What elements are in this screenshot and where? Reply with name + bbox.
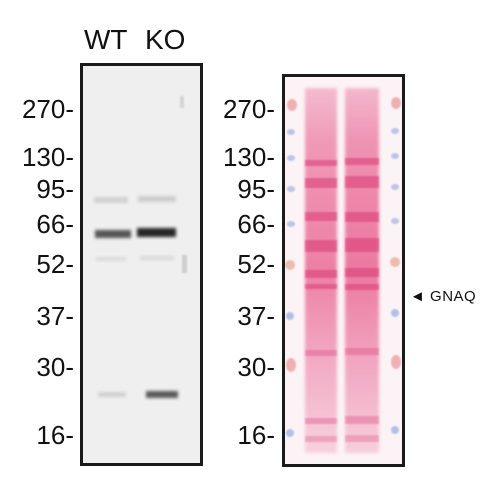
band-wt-faint-22 — [98, 392, 126, 397]
marker-right-37: 37- — [237, 301, 275, 331]
band-ko-main — [137, 228, 176, 237]
ponceau-panel-frame — [282, 74, 405, 467]
marker-right-95: 95- — [237, 174, 275, 204]
ladder-left — [285, 99, 297, 437]
marker-95: 95- — [36, 174, 74, 204]
marker-right-16: 16- — [237, 420, 275, 450]
band-ko-faint-70 — [138, 196, 176, 202]
lane-label-wt: WT — [84, 24, 128, 55]
marker-37: 37- — [36, 301, 74, 331]
marker-30: 30- — [36, 352, 74, 382]
marker-right-30: 30- — [237, 352, 275, 382]
wb-panel-frame — [80, 63, 203, 466]
ponceau-panel-background — [283, 75, 404, 466]
band-ko-faint-52 — [140, 256, 174, 260]
speck — [182, 255, 187, 273]
lane-label-ko: KO — [145, 24, 186, 55]
band-ko-low — [146, 391, 178, 398]
marker-66: 66- — [36, 209, 74, 239]
marker-right-66: 66- — [237, 209, 275, 239]
marker-right-270: 270- — [222, 94, 275, 124]
ponceau-band-texture — [305, 158, 379, 442]
marker-52: 52- — [36, 249, 74, 279]
gnaq-label: GNAQ — [430, 288, 477, 305]
gnaq-annotation: ◄ GNAQ — [410, 288, 476, 305]
arrow-left-icon: ◄ — [410, 288, 426, 305]
marker-16: 16- — [36, 420, 74, 450]
marker-right-52: 52- — [237, 249, 275, 279]
marker-270: 270- — [21, 94, 74, 124]
band-wt-faint-70 — [94, 197, 128, 203]
band-wt-main — [95, 230, 131, 238]
marker-130: 130- — [21, 142, 74, 172]
marker-right-130: 130- — [222, 142, 275, 172]
band-wt-faint-52 — [96, 257, 126, 261]
ladder-right — [390, 97, 401, 434]
speck — [180, 96, 184, 108]
wb-panel-background — [81, 64, 202, 465]
